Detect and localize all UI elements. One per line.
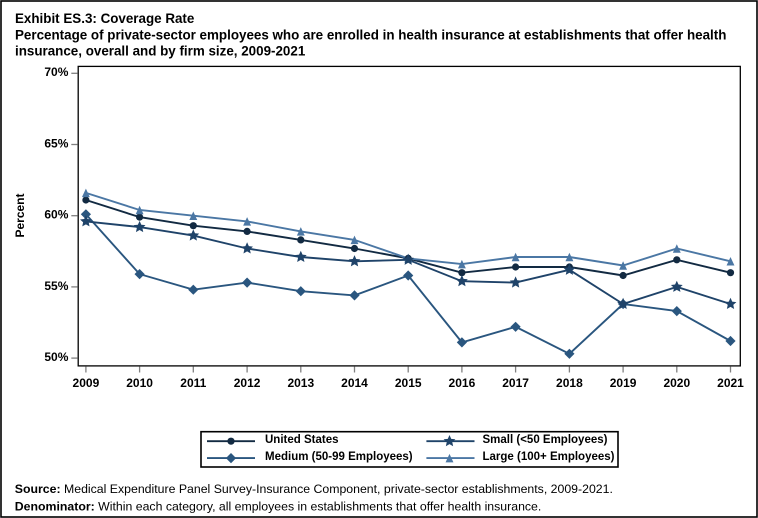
svg-text:2014: 2014 [341,376,368,390]
svg-text:60%: 60% [44,208,68,222]
svg-text:Large (100+ Employees): Large (100+ Employees) [483,451,615,463]
svg-text:70%: 70% [44,65,68,79]
svg-text:2021: 2021 [717,376,744,390]
svg-text:50%: 50% [44,350,68,364]
svg-text:Source: Medical Expenditure Pa: Source: Medical Expenditure Panel Survey… [15,482,613,496]
svg-text:2020: 2020 [663,376,690,390]
svg-text:2018: 2018 [556,376,583,390]
svg-text:2016: 2016 [449,376,476,390]
svg-text:Percent: Percent [13,193,27,237]
svg-text:2017: 2017 [502,376,529,390]
svg-text:Denominator: Within each categ: Denominator: Within each category, all e… [15,500,542,514]
svg-text:Small (<50 Employees): Small (<50 Employees) [483,434,608,446]
svg-text:Percentage of private-sector e: Percentage of private-sector employees w… [15,27,726,42]
svg-text:2011: 2011 [180,376,206,390]
svg-text:2013: 2013 [287,376,314,390]
svg-text:2009: 2009 [73,376,100,390]
svg-text:United States: United States [265,434,339,446]
svg-text:2010: 2010 [126,376,153,390]
svg-text:2012: 2012 [234,376,261,390]
svg-text:65%: 65% [44,136,68,150]
svg-text:2015: 2015 [395,376,422,390]
svg-text:2019: 2019 [610,376,637,390]
svg-text:Medium (50-99 Employees): Medium (50-99 Employees) [265,451,413,463]
svg-text:Exhibit ES.3: Coverage Rate: Exhibit ES.3: Coverage Rate [15,11,194,26]
svg-text:insurance, overall and by firm: insurance, overall and by firm size, 200… [15,44,306,59]
svg-text:55%: 55% [44,279,68,293]
